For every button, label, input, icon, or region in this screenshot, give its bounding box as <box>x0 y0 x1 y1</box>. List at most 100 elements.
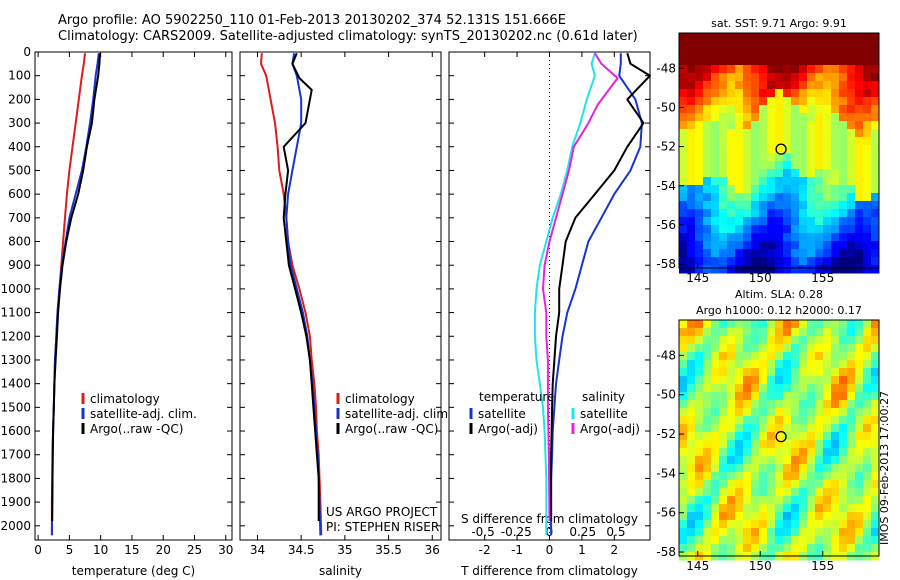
map-cell <box>687 225 696 234</box>
map-cell <box>847 368 856 377</box>
map-cell <box>743 488 752 497</box>
map-cell <box>783 400 792 409</box>
map-cell <box>847 81 856 90</box>
map-cell <box>807 265 816 274</box>
map-cell <box>775 121 784 130</box>
map-cell <box>831 432 840 441</box>
map-cell <box>783 153 792 162</box>
map-cell <box>687 153 696 162</box>
map-cell <box>783 336 792 345</box>
map-cell <box>703 376 712 385</box>
map-cell <box>863 113 872 122</box>
map-cell <box>839 336 848 345</box>
map-cell <box>695 376 704 385</box>
map-cell <box>823 57 832 66</box>
map-cell <box>767 320 776 329</box>
map-cell <box>695 185 704 194</box>
map-cell <box>799 241 808 250</box>
map-cell <box>703 209 712 218</box>
map-cell <box>679 217 688 226</box>
map-cell <box>807 121 816 130</box>
map-cell <box>743 249 752 258</box>
map-cell <box>831 209 840 218</box>
map-cell <box>863 57 872 66</box>
map-cell <box>719 41 728 50</box>
map-cell <box>751 33 760 42</box>
map-cell <box>743 265 752 274</box>
map-cell <box>855 344 864 353</box>
map-cell <box>743 257 752 266</box>
y-tick-label: 2000 <box>0 519 31 533</box>
map-cell <box>711 41 720 50</box>
x-tick-label: 15 <box>124 543 139 557</box>
map-cell <box>839 504 848 513</box>
map-cell <box>847 464 856 473</box>
map-cell <box>799 169 808 178</box>
map-cell <box>727 520 736 529</box>
map-cell <box>735 416 744 425</box>
x-tick-label: 35.5 <box>375 543 402 557</box>
map-cell <box>679 392 688 401</box>
map-cell <box>839 384 848 393</box>
map-cell <box>767 544 776 553</box>
map-cell <box>703 97 712 106</box>
map-cell <box>735 81 744 90</box>
map-cell <box>735 33 744 42</box>
map-cell <box>831 504 840 513</box>
map-cell <box>759 169 768 178</box>
map-cell <box>839 440 848 449</box>
map-cell <box>679 201 688 210</box>
map-cell <box>871 528 880 537</box>
map-cell <box>799 448 808 457</box>
map-cell <box>727 368 736 377</box>
map-cell <box>775 496 784 505</box>
map-cell <box>871 209 880 218</box>
map-cell <box>751 209 760 218</box>
map-cell <box>759 233 768 242</box>
map-cell <box>823 137 832 146</box>
map-cell <box>743 464 752 473</box>
map-cell <box>855 33 864 42</box>
map-cell <box>687 528 696 537</box>
map-cell <box>775 520 784 529</box>
map-cell <box>871 169 880 178</box>
map-cell <box>855 352 864 361</box>
map-cell <box>863 81 872 90</box>
map-cell <box>743 49 752 58</box>
map-cell <box>815 528 824 537</box>
map-cell <box>775 536 784 545</box>
map-cell <box>847 169 856 178</box>
map-cell <box>871 488 880 497</box>
y-tick-label: 1600 <box>0 424 31 438</box>
map-cell <box>711 480 720 489</box>
map-cell <box>767 185 776 194</box>
map-cell <box>831 105 840 114</box>
map-cell <box>863 432 872 441</box>
map-cell <box>687 440 696 449</box>
map-cell <box>735 376 744 385</box>
map-cell <box>735 209 744 218</box>
map-cell <box>719 320 728 329</box>
y-tick-label: 800 <box>8 235 31 249</box>
map-cell <box>751 73 760 82</box>
map-cell <box>823 504 832 513</box>
x-tick-label: -2 <box>479 543 491 557</box>
map-cell <box>775 504 784 513</box>
map-cell <box>847 233 856 242</box>
map-cell <box>807 384 816 393</box>
map-cell <box>831 456 840 465</box>
map-cell <box>711 416 720 425</box>
map-cell <box>815 105 824 114</box>
map-cell <box>823 384 832 393</box>
map-cell <box>871 185 880 194</box>
map-cell <box>831 113 840 122</box>
map-cell <box>799 201 808 210</box>
map-cell <box>791 33 800 42</box>
map-cell <box>743 544 752 553</box>
map-cell <box>815 344 824 353</box>
map-cell <box>735 400 744 409</box>
map-cell <box>831 57 840 66</box>
map-cell <box>799 105 808 114</box>
map-cell <box>751 400 760 409</box>
map-cell <box>831 424 840 433</box>
